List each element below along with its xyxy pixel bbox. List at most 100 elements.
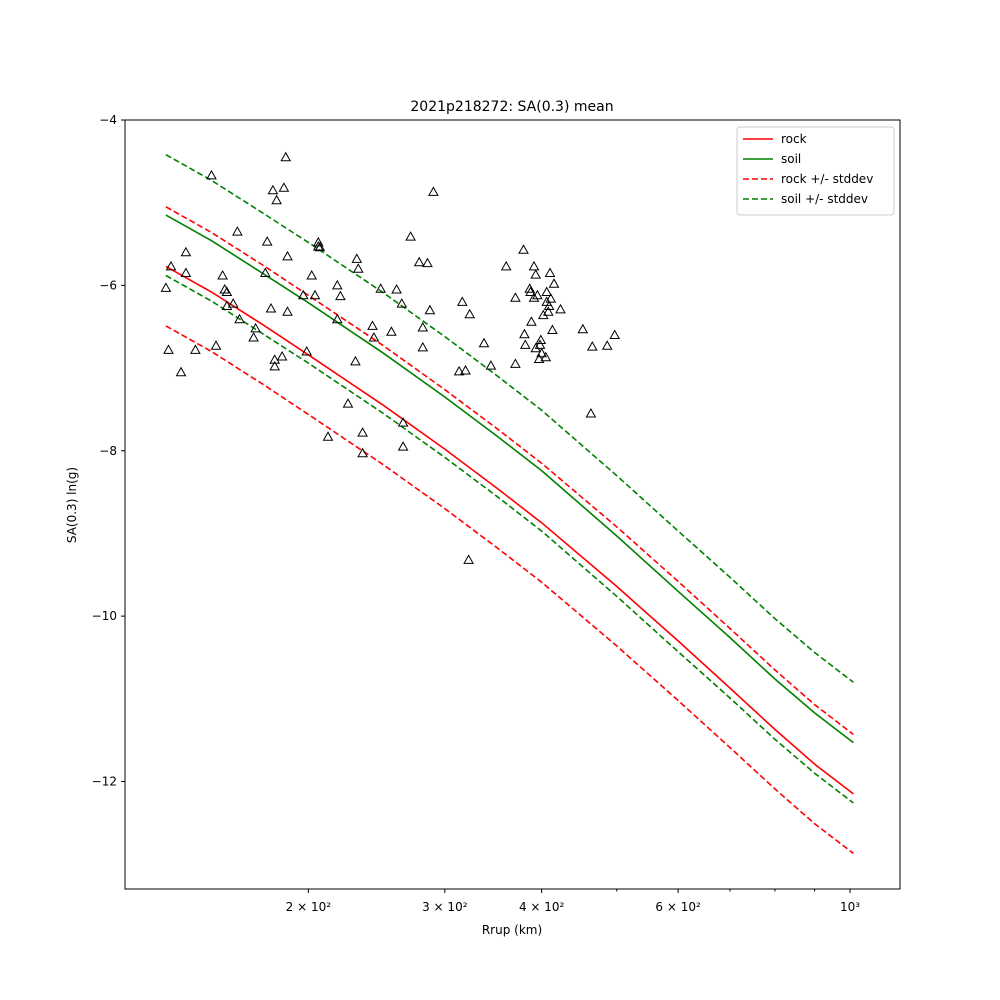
observation-point <box>397 441 409 451</box>
observation-point <box>518 244 529 254</box>
observation-point <box>206 169 217 180</box>
series-line-band-3 <box>165 325 854 855</box>
chart-title: 2021p218272: SA(0.3) mean <box>410 99 613 115</box>
observation-point <box>530 342 542 353</box>
observation-point <box>543 300 555 310</box>
observation-point <box>396 298 408 308</box>
observation-point <box>417 341 429 352</box>
observation-point <box>227 298 239 308</box>
legend-label: rock <box>781 132 807 146</box>
observation-point <box>265 302 277 313</box>
observation-point <box>524 283 536 293</box>
observation-point <box>190 344 201 354</box>
observation-point <box>417 321 429 332</box>
observation-point <box>547 324 558 334</box>
observation-point <box>217 269 228 280</box>
observation-point <box>280 151 292 162</box>
observation-point <box>352 263 364 273</box>
observation-point <box>585 407 597 418</box>
observation-point <box>485 360 497 370</box>
observation-point <box>269 360 281 371</box>
observation-point <box>357 427 368 437</box>
observation-point <box>335 290 346 301</box>
observation-point <box>519 339 531 349</box>
observation-point <box>175 366 187 377</box>
observation-point <box>534 339 546 349</box>
observation-point <box>545 293 557 303</box>
observation-point <box>306 269 318 280</box>
observation-point <box>259 267 271 277</box>
observation-point <box>232 226 243 236</box>
observation-point <box>609 329 621 339</box>
observation-point <box>331 279 343 290</box>
observation-point <box>314 241 326 252</box>
observation-point <box>541 286 553 296</box>
observation-point <box>422 257 433 268</box>
observation-point <box>526 316 537 326</box>
observation-point <box>460 364 471 375</box>
observation-point <box>478 337 490 348</box>
observation-point <box>368 331 380 342</box>
x-tick-label: 3 × 10² <box>422 900 468 914</box>
observation-point <box>555 303 566 314</box>
observation-point <box>428 186 439 196</box>
observation-point <box>297 289 309 300</box>
observation-point <box>160 282 172 292</box>
observation-point <box>397 417 409 427</box>
axes: 2 × 10² 3 × 10² 4 × 10² 6 × 10² 10³ −12 −10 −8 −… <box>92 113 861 914</box>
observation-point <box>342 398 354 408</box>
observation-point <box>282 250 293 261</box>
y-axis-label: SA(0.3) ln(g) <box>65 467 79 543</box>
observation-point <box>210 340 222 350</box>
x-tick-label: 6 × 10² <box>655 900 701 914</box>
observation-point <box>276 350 288 361</box>
observation-point <box>267 184 279 195</box>
y-tick-label: −8 <box>99 444 117 458</box>
plot-area <box>160 151 854 855</box>
observation-point <box>500 260 512 271</box>
observation-point <box>180 267 192 277</box>
observation-point <box>544 267 556 277</box>
observation-point <box>536 347 547 358</box>
observation-point <box>163 344 174 354</box>
legend: rock soil rock +/- stddev soil +/- stddev <box>736 126 895 216</box>
y-tick-label: −6 <box>99 278 117 292</box>
observation-point <box>413 256 425 267</box>
observation-point <box>221 286 233 296</box>
plot-frame <box>124 119 901 890</box>
legend-box <box>736 126 895 216</box>
x-tick-label: 4 × 10² <box>519 900 565 914</box>
observation-point <box>586 341 598 351</box>
observation-point <box>456 296 468 306</box>
observation-point <box>577 323 589 334</box>
observation-point <box>271 194 282 205</box>
observation-point <box>301 345 313 356</box>
observation-point <box>269 354 281 364</box>
observation-point <box>525 286 536 296</box>
observation-point <box>375 283 387 293</box>
observation-point <box>367 320 378 330</box>
observation-point <box>453 365 465 376</box>
observation-point <box>530 269 542 279</box>
observation-point <box>234 313 245 324</box>
observation-point <box>261 236 273 246</box>
observation-point <box>309 289 321 300</box>
series-line-soil <box>165 214 854 744</box>
series-line-band-5 <box>165 274 854 804</box>
observation-point <box>350 355 361 366</box>
x-tick-label: 2 × 10² <box>286 900 332 914</box>
y-tick-label: −10 <box>92 609 117 623</box>
observation-point <box>510 292 521 302</box>
legend-label: rock +/- stddev <box>781 172 873 186</box>
series-line-rock <box>165 265 854 795</box>
observation-point <box>463 554 474 564</box>
observation-point <box>219 283 231 294</box>
observation-point <box>519 328 530 339</box>
series-line-soil-stddev <box>165 154 854 683</box>
y-tick-label: −12 <box>92 775 117 789</box>
observation-point <box>351 253 363 263</box>
observation-point <box>331 313 343 324</box>
y-tick-label: −4 <box>99 113 117 127</box>
observation-point <box>510 358 521 368</box>
